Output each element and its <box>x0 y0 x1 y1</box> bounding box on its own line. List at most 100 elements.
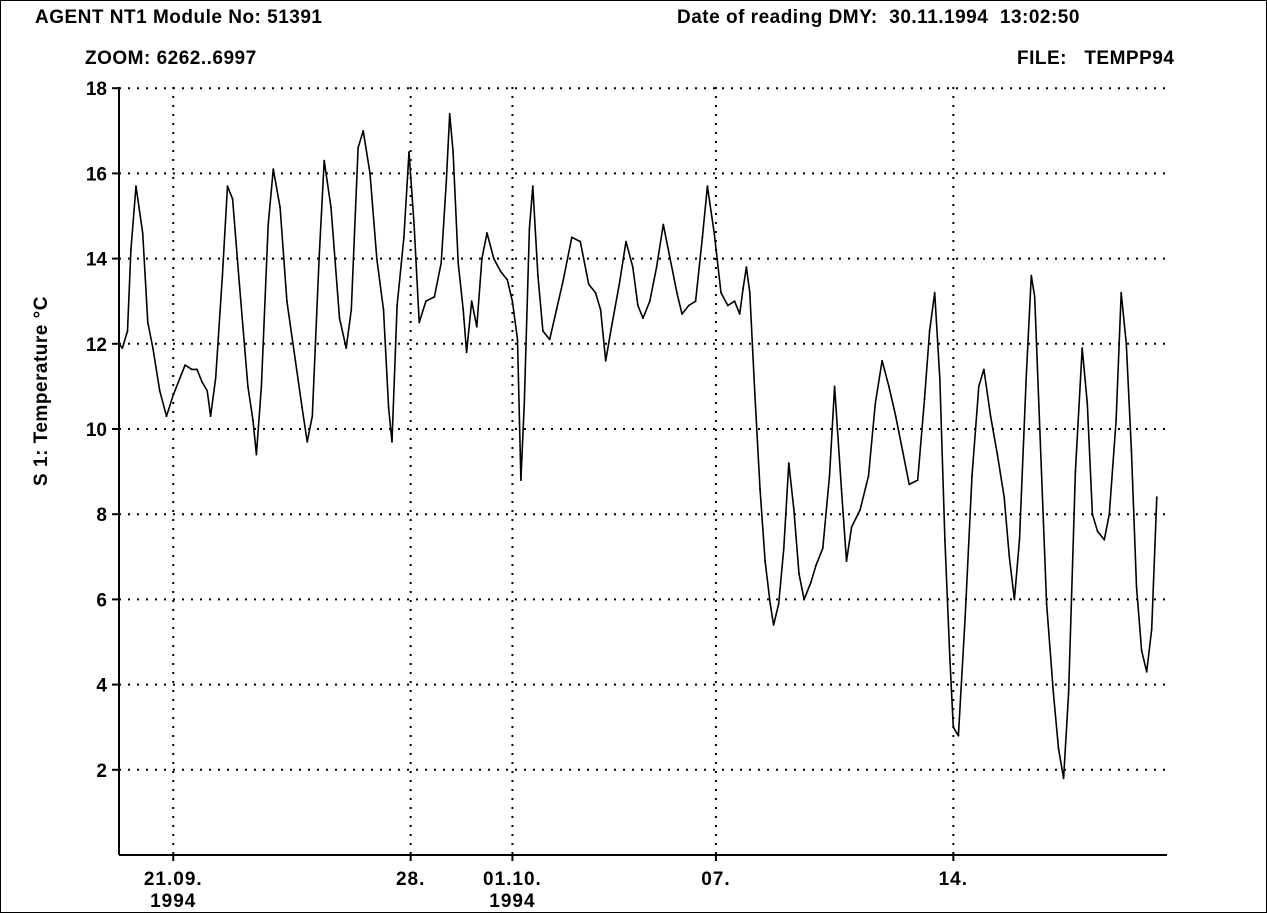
data-point <box>655 266 658 268</box>
x-tick-label: 21.09. <box>144 869 203 890</box>
data-point <box>523 402 526 405</box>
data-point <box>448 112 451 115</box>
data-point <box>916 479 919 481</box>
data-point <box>286 300 288 303</box>
data-point <box>850 526 853 528</box>
data-point <box>662 223 665 226</box>
y-tick-label: 16 <box>86 164 107 185</box>
data-point <box>214 377 217 379</box>
data-point <box>362 129 365 132</box>
x-tick-label: 14. <box>939 869 968 890</box>
file-name: FILE: TEMPP94 <box>1017 48 1175 69</box>
data-point <box>1062 777 1065 780</box>
data-point <box>777 602 780 605</box>
y-tick-label: 6 <box>96 590 107 611</box>
data-point <box>172 394 175 396</box>
y-tick-labels: 2 4 6 8 10 12 14 16 18 <box>86 79 108 782</box>
data-point <box>1103 538 1106 541</box>
data-point <box>201 381 204 383</box>
data-point <box>294 359 297 362</box>
data-point <box>226 185 229 188</box>
data-point <box>445 181 448 183</box>
data-point <box>579 240 582 243</box>
data-point <box>928 330 931 332</box>
data-point <box>923 398 926 401</box>
data-point <box>1115 419 1117 422</box>
data-point <box>506 279 509 281</box>
data-point <box>815 564 817 567</box>
data-point <box>587 283 590 286</box>
data-point <box>548 338 551 341</box>
y-tick-label: 2 <box>96 761 107 782</box>
data-point <box>231 198 234 200</box>
data-point <box>184 364 187 366</box>
data-point <box>279 206 281 209</box>
data-point <box>338 317 341 320</box>
data-point <box>465 351 468 354</box>
data-point <box>720 291 722 294</box>
data-point <box>252 419 254 422</box>
data-point <box>798 572 800 575</box>
data-point <box>255 453 258 456</box>
data-point <box>537 274 539 277</box>
data-point <box>1013 598 1016 601</box>
x-tick-year: 1994 <box>489 891 535 912</box>
data-point <box>609 330 612 332</box>
data-point <box>901 449 904 452</box>
data-point <box>833 385 836 388</box>
data-point <box>130 249 132 252</box>
data-point <box>425 300 427 303</box>
data-point <box>845 560 848 562</box>
data-point <box>387 406 390 409</box>
data-point <box>126 330 129 332</box>
data-point <box>764 560 766 562</box>
data-point <box>179 377 181 379</box>
data-point <box>787 462 790 464</box>
data-point <box>908 483 911 486</box>
data-point <box>782 547 785 550</box>
data-point <box>1081 347 1084 349</box>
data-point <box>350 308 353 311</box>
data-point <box>1033 296 1036 298</box>
data-point <box>516 338 519 341</box>
data-point <box>247 385 249 388</box>
data-point <box>759 487 761 490</box>
data-point <box>733 300 736 303</box>
data-point <box>1008 555 1011 558</box>
data-point <box>1030 274 1033 277</box>
data-point <box>828 475 831 477</box>
data-point <box>555 308 558 311</box>
data-point <box>867 475 870 477</box>
data-point <box>260 385 263 388</box>
data-point <box>1025 377 1028 379</box>
data-point <box>840 487 843 490</box>
data-point <box>637 304 639 307</box>
data-points <box>118 112 1158 780</box>
data-point <box>433 296 436 298</box>
data-point <box>146 321 149 324</box>
data-point <box>1096 530 1099 533</box>
data-point <box>396 304 398 307</box>
data-point <box>1145 670 1148 673</box>
data-point <box>520 479 522 481</box>
data-point <box>694 300 697 303</box>
data-point <box>511 300 514 303</box>
reading-date: Date of reading DMY: 30.11.1994 13:02:50 <box>677 7 1080 28</box>
x-tick-label: 07. <box>701 869 730 890</box>
data-point <box>952 726 955 729</box>
data-point <box>983 368 985 371</box>
data-point <box>382 308 385 311</box>
axes <box>118 87 1167 856</box>
data-point <box>888 385 890 388</box>
data-point <box>1155 496 1158 499</box>
data-point <box>238 283 241 286</box>
data-point <box>301 406 303 409</box>
data-point <box>267 223 270 226</box>
data-point <box>874 402 877 405</box>
data-point <box>369 172 371 175</box>
data-point <box>403 236 405 239</box>
data-point <box>470 300 473 303</box>
data-point <box>738 313 741 315</box>
data-point <box>318 257 320 260</box>
